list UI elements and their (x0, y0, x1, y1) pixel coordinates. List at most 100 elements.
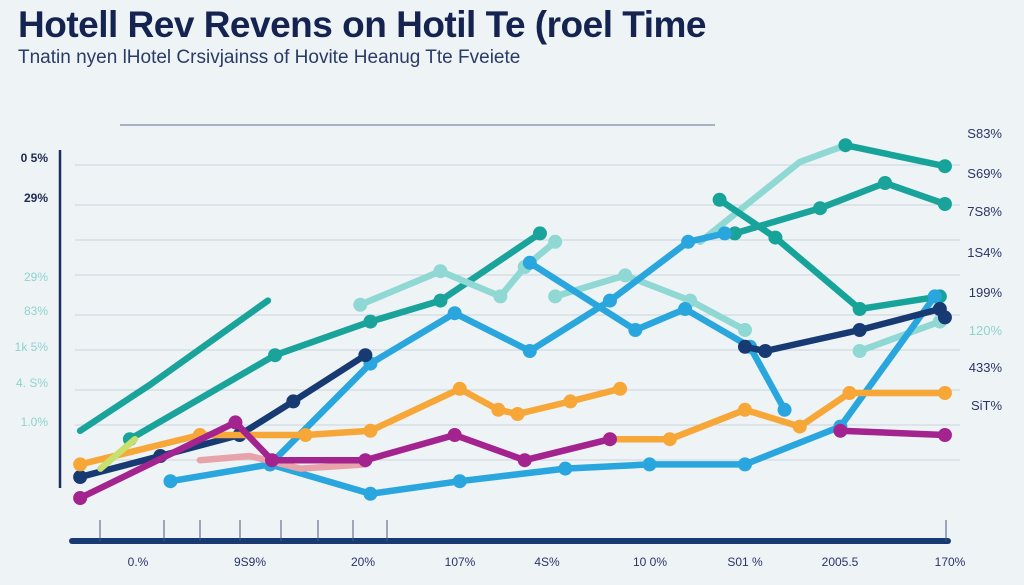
y-tick-label-left: 83% (24, 304, 48, 318)
data-point (842, 386, 857, 400)
y-tick-label-left: 4. S% (16, 376, 48, 390)
data-point (642, 457, 657, 472)
y-tick-label-left: 1k 5% (15, 340, 49, 354)
data-point (264, 453, 279, 468)
series-line-1 (126, 230, 544, 443)
series-line-3 (697, 141, 849, 246)
data-point (613, 381, 628, 396)
data-point (813, 201, 828, 216)
x-tick-label: 20% (351, 555, 375, 569)
data-point (433, 264, 448, 279)
x-tick-label: 170% (935, 555, 966, 569)
data-point (491, 402, 506, 417)
y-tick-label-right: S69% (967, 166, 1002, 181)
series-line-7 (551, 272, 749, 334)
series-line-0 (76, 297, 272, 435)
y-tick-label-left: 0 5% (21, 151, 49, 165)
x-tick-label: 10 0% (633, 555, 667, 569)
series-line-17 (97, 435, 139, 472)
data-point (852, 344, 867, 358)
series-line-6 (731, 179, 949, 237)
data-point (777, 402, 792, 417)
data-point (558, 461, 573, 476)
data-point (563, 394, 578, 409)
data-point (768, 230, 783, 245)
y-tick-label-right: 199% (969, 285, 1003, 300)
data-point (517, 453, 532, 468)
chart-subtitle: Tnatin nyen lHotel Crsivjainss of Hovite… (18, 47, 521, 68)
y-tick-label-left: 29% (24, 270, 48, 284)
data-point (628, 323, 643, 337)
data-point (452, 474, 467, 489)
data-point (937, 159, 952, 174)
data-point (737, 457, 752, 472)
data-point (852, 302, 867, 316)
series-line-8 (856, 318, 944, 355)
y-tick-label-right: 120% (969, 323, 1003, 338)
data-point (878, 176, 893, 190)
series-line-5 (716, 196, 944, 313)
data-point (852, 323, 867, 337)
data-point (73, 457, 88, 472)
data-point (937, 310, 952, 325)
x-tick-label: 0.% (128, 555, 149, 569)
data-point (493, 289, 508, 304)
data-point (618, 268, 633, 283)
y-tick-label-left: 29% (24, 191, 48, 205)
data-point (353, 297, 368, 312)
data-point (662, 432, 677, 447)
data-point (363, 486, 378, 501)
y-tick-label-right: 1S4% (967, 245, 1002, 260)
data-point (548, 289, 563, 304)
data-point (712, 192, 727, 207)
series-line-15 (606, 389, 949, 443)
data-point (286, 394, 301, 409)
data-point (937, 197, 952, 211)
data-point (833, 423, 848, 438)
data-point (737, 339, 752, 354)
data-point (602, 293, 617, 308)
data-point (937, 386, 952, 400)
data-point (363, 423, 378, 438)
data-point (927, 289, 942, 304)
x-tick-label: 9S9% (234, 555, 266, 569)
data-point (532, 226, 547, 241)
data-point (447, 428, 462, 442)
data-point (727, 226, 742, 241)
data-point (447, 306, 462, 321)
x-tick-label: S01 % (727, 555, 763, 569)
data-point (358, 453, 373, 468)
data-point (602, 432, 617, 447)
series-layer (73, 138, 952, 505)
y-tick-label-left: 1.0% (21, 415, 49, 429)
data-point (838, 138, 853, 153)
data-point (73, 491, 88, 505)
data-point (163, 474, 178, 489)
data-point (433, 293, 448, 308)
data-point (452, 381, 467, 396)
data-point (758, 344, 773, 358)
data-point (678, 302, 693, 316)
data-point (548, 234, 563, 249)
chart-title: Hotell Rev Revens on Hotil Te (roel Time (18, 4, 706, 45)
y-tick-label-right: S83% (967, 126, 1002, 141)
x-tick-label: 107% (445, 555, 476, 569)
y-tick-label-right: 7S8% (967, 204, 1002, 219)
data-point (681, 234, 696, 249)
data-point (717, 226, 732, 241)
series-line-4 (842, 141, 949, 170)
data-point (737, 402, 752, 417)
series-line-19 (837, 427, 949, 439)
data-point (363, 314, 378, 329)
data-point (358, 348, 373, 363)
y-tick-label-right: SiT% (971, 398, 1003, 413)
x-tick-label: 4S% (534, 555, 560, 569)
data-point (268, 348, 283, 363)
data-point (937, 428, 952, 442)
series-line-11 (266, 293, 939, 498)
data-point (228, 415, 243, 430)
data-point (522, 344, 537, 358)
tick-labels: 0.% 9S9% 20% 107% 4S% 10 0% S01 % 2005.5 170% 0 5… (15, 126, 1003, 569)
data-point (737, 323, 752, 337)
